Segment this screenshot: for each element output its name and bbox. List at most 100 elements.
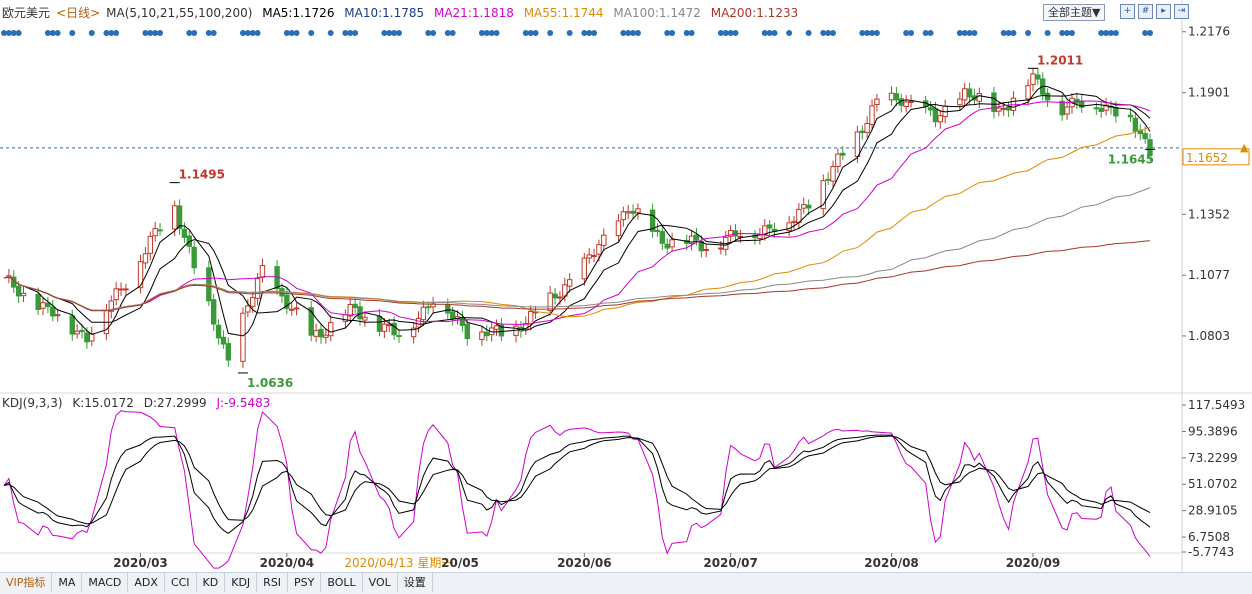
candle-down bbox=[1127, 114, 1134, 118]
candle-up bbox=[493, 325, 500, 330]
signal-dot bbox=[547, 30, 554, 36]
signal-dot bbox=[586, 30, 593, 36]
current-price-box bbox=[1182, 148, 1250, 166]
theme-dropdown-button[interactable]: 全部主题▼ bbox=[1043, 4, 1106, 21]
candle-down bbox=[659, 231, 666, 244]
tab-rsi[interactable]: RSI bbox=[257, 573, 289, 592]
current-price-label: 1.1652 bbox=[1186, 151, 1228, 165]
scroll-end-icon[interactable]: ⇥ bbox=[1174, 4, 1189, 19]
candle-up bbox=[1064, 106, 1070, 115]
kdj-d-value: D:27.2999 bbox=[143, 396, 207, 410]
candle-down bbox=[1035, 74, 1041, 80]
tab-kdj[interactable]: KDJ bbox=[225, 573, 258, 592]
signal-dot bbox=[908, 30, 915, 36]
signal-dot bbox=[430, 30, 437, 36]
candle-up bbox=[147, 235, 153, 254]
signal-dot bbox=[732, 30, 739, 36]
candle-down bbox=[308, 307, 314, 336]
signal-dot bbox=[825, 30, 832, 36]
period-label: <日线> bbox=[56, 6, 101, 20]
zoom-in-icon[interactable]: # bbox=[1138, 4, 1153, 19]
signal-dot bbox=[786, 30, 793, 36]
signal-dot bbox=[805, 30, 812, 36]
candle-down bbox=[464, 323, 470, 340]
ma-params: MA(5,10,21,55,100,200) bbox=[106, 6, 253, 20]
candle-up bbox=[74, 330, 80, 335]
tab-psy[interactable]: PSY bbox=[288, 573, 322, 592]
price-y-tick-label: 1.0803 bbox=[1188, 329, 1230, 343]
signal-dot bbox=[88, 30, 95, 36]
crosshair-icon[interactable]: + bbox=[1120, 4, 1135, 19]
tab-adx[interactable]: ADX bbox=[128, 573, 165, 592]
candle-down bbox=[1142, 133, 1148, 140]
kdj-y-tick-label: 95.3896 bbox=[1188, 424, 1238, 438]
signal-dot bbox=[1147, 30, 1153, 36]
candle-up bbox=[328, 322, 334, 337]
candle-up bbox=[703, 249, 709, 252]
tab-cci[interactable]: CCI bbox=[165, 573, 197, 592]
candle-down bbox=[215, 324, 222, 339]
candle-down bbox=[181, 228, 188, 238]
ma21-value: MA21:1.1818 bbox=[433, 6, 514, 20]
candle-up bbox=[118, 288, 124, 291]
tab-macd[interactable]: MACD bbox=[82, 573, 129, 592]
extreme-price-label: 1.2011 bbox=[1037, 53, 1083, 67]
candle-up bbox=[835, 153, 841, 167]
candle-up bbox=[888, 92, 895, 101]
candle-down bbox=[766, 224, 773, 229]
x-axis-label: 2020/09 bbox=[1006, 556, 1060, 570]
tab-ma[interactable]: MA bbox=[52, 573, 83, 592]
candle-up bbox=[791, 220, 797, 223]
candle-down bbox=[991, 92, 997, 113]
signal-dot bbox=[239, 30, 246, 36]
ma200-value: MA200:1.1233 bbox=[710, 6, 799, 20]
candle-up bbox=[381, 323, 388, 332]
tab-kd[interactable]: KD bbox=[197, 573, 226, 592]
candle-up bbox=[625, 211, 631, 214]
cursor-date-label: 2020/04/13 星期一 bbox=[344, 556, 453, 570]
scroll-right-icon[interactable]: ▸ bbox=[1156, 4, 1171, 19]
signal-dot bbox=[581, 30, 588, 36]
candle-up bbox=[420, 306, 427, 321]
candle-up bbox=[615, 220, 622, 237]
tab-boll[interactable]: BOLL bbox=[321, 573, 363, 592]
candle-up bbox=[527, 310, 534, 325]
price-y-tick-label: 1.1077 bbox=[1188, 268, 1230, 282]
candle-up bbox=[903, 101, 909, 108]
kdj-d-line bbox=[3, 435, 1151, 525]
signal-dot bbox=[244, 30, 251, 36]
signal-dot bbox=[152, 30, 159, 36]
candle-up bbox=[830, 166, 836, 182]
symbol-name: 欧元美元 bbox=[2, 6, 51, 20]
candle-down bbox=[1079, 101, 1085, 108]
signal-dot bbox=[478, 30, 485, 36]
candle-up bbox=[620, 211, 627, 221]
signal-dot bbox=[1068, 30, 1075, 36]
tab-vip[interactable]: VIP指标 bbox=[0, 573, 53, 592]
candle-down bbox=[1044, 92, 1051, 101]
signal-dot bbox=[1010, 30, 1017, 36]
candle-up bbox=[957, 98, 963, 106]
signal-dot bbox=[5, 30, 12, 36]
signal-dot bbox=[342, 30, 349, 36]
signal-dot bbox=[966, 30, 973, 36]
tab-settings[interactable]: 设置 bbox=[398, 573, 433, 592]
signal-dot bbox=[688, 30, 695, 36]
signal-dot bbox=[483, 30, 490, 36]
candle-up bbox=[718, 247, 724, 250]
candle-down bbox=[859, 130, 865, 134]
signal-dot bbox=[1005, 30, 1012, 36]
candle-up bbox=[591, 254, 597, 257]
candle-down bbox=[840, 152, 846, 156]
candle-up bbox=[996, 107, 1002, 112]
chart-canvas[interactable]: 1.2176 1.1901 1.1352 1.1077 1.0803 1.1652 ▲ 1.1… bbox=[0, 0, 1252, 572]
signal-dot bbox=[683, 30, 690, 36]
candle-up bbox=[547, 292, 553, 312]
ma200-line bbox=[3, 240, 1151, 312]
tab-vol[interactable]: VOL bbox=[363, 573, 398, 592]
signal-dot bbox=[527, 30, 534, 36]
candle-up bbox=[313, 330, 319, 337]
candle-down bbox=[15, 285, 22, 297]
candle-down bbox=[698, 240, 705, 252]
signal-dot bbox=[449, 30, 456, 36]
